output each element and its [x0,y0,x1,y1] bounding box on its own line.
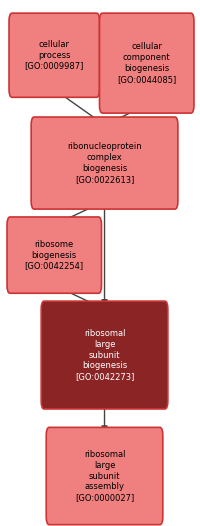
Text: cellular
process
[GO:0009987]: cellular process [GO:0009987] [24,40,84,70]
FancyBboxPatch shape [46,427,162,525]
Text: ribosomal
large
subunit
biogenesis
[GO:0042273]: ribosomal large subunit biogenesis [GO:0… [74,329,134,381]
FancyBboxPatch shape [31,117,177,209]
Text: ribosomal
large
subunit
assembly
[GO:0000027]: ribosomal large subunit assembly [GO:000… [75,450,133,502]
FancyBboxPatch shape [41,301,167,409]
FancyBboxPatch shape [99,13,193,113]
FancyBboxPatch shape [9,13,99,97]
Text: ribosome
biogenesis
[GO:0042254]: ribosome biogenesis [GO:0042254] [25,240,83,270]
FancyBboxPatch shape [7,217,101,294]
Text: ribonucleoprotein
complex
biogenesis
[GO:0022613]: ribonucleoprotein complex biogenesis [GO… [67,143,141,184]
Text: cellular
component
biogenesis
[GO:0044085]: cellular component biogenesis [GO:004408… [117,43,175,84]
